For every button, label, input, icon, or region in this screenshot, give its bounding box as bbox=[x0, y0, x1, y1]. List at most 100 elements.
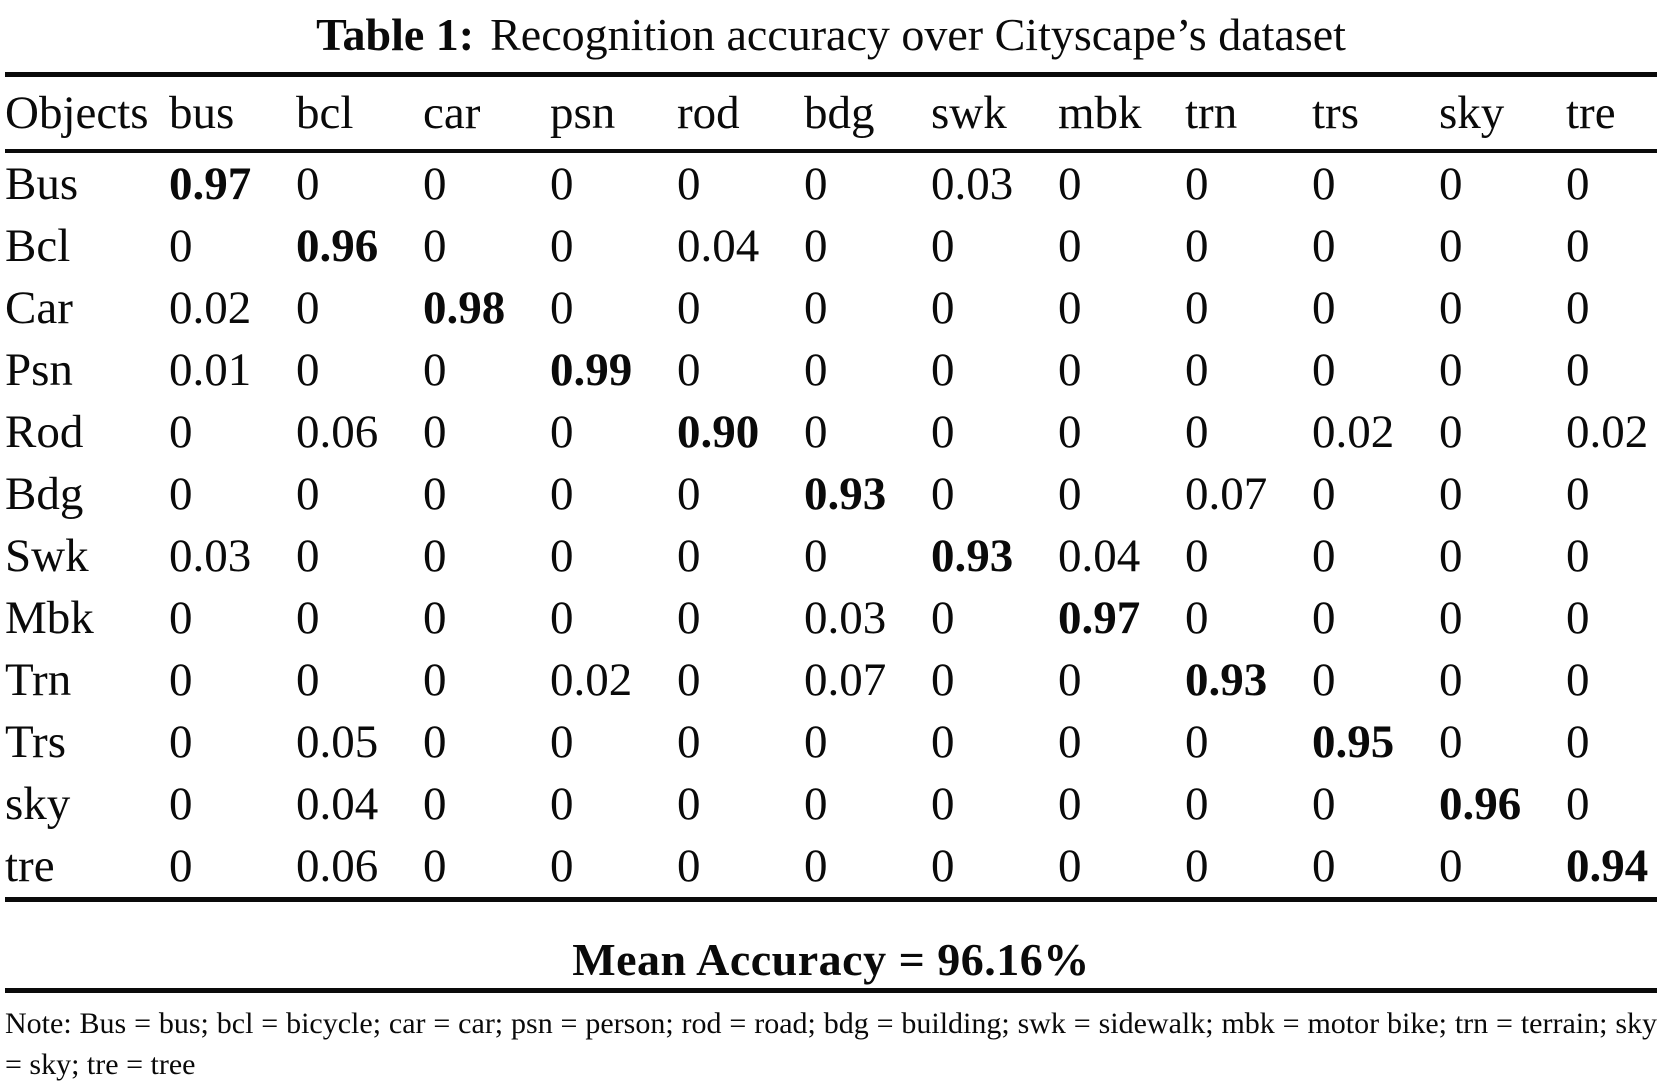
table-cell: 0 bbox=[550, 282, 574, 334]
mean-accuracy-text: Mean Accuracy = 96.16% bbox=[572, 934, 1090, 985]
table-cell: 0 bbox=[1058, 406, 1082, 458]
table-cell: 0.93 bbox=[1185, 654, 1268, 706]
table-cell: 0 bbox=[550, 406, 574, 458]
column-header-rod: rod bbox=[677, 72, 804, 153]
table-row: Trs 0 0.05 0 0 0 0 0 0 0 0.95 0 0 bbox=[5, 711, 1657, 773]
table-cell: 0 bbox=[1312, 282, 1336, 334]
column-header-car: car bbox=[423, 72, 550, 153]
table-cell: 0 bbox=[677, 840, 701, 892]
column-header-psn: psn bbox=[550, 72, 677, 153]
row-label: Psn bbox=[5, 344, 73, 396]
table-cell: 0.03 bbox=[169, 530, 252, 582]
table-caption-label: Table 1: bbox=[316, 9, 475, 60]
table-cell: 0.02 bbox=[550, 654, 633, 706]
table-cell: 0 bbox=[677, 716, 701, 768]
table-cell: 0 bbox=[1058, 282, 1082, 334]
table-cell: 0 bbox=[1312, 778, 1336, 830]
row-label: Rod bbox=[5, 406, 84, 458]
table-row: Car 0.02 0 0.98 0 0 0 0 0 0 0 0 0 bbox=[5, 277, 1657, 339]
row-label: Trn bbox=[5, 654, 72, 706]
table-cell: 0.06 bbox=[296, 406, 379, 458]
table-cell: 0 bbox=[677, 282, 701, 334]
row-label: Car bbox=[5, 282, 73, 334]
row-label: Bus bbox=[5, 158, 79, 210]
table-cell: 0 bbox=[931, 654, 955, 706]
row-label: Trs bbox=[5, 716, 66, 768]
table-cell: 0 bbox=[1439, 716, 1463, 768]
table-cell: 0 bbox=[1312, 220, 1336, 272]
footnote-text: Note: Bus = bus; bcl = bicycle; car = ca… bbox=[5, 1007, 1657, 1081]
table-body: Bus 0.97 0 0 0 0 0 0.03 0 0 0 0 0 Bcl 0 0.96 0 0 0.04 0 0 0 0 0… bbox=[5, 151, 1657, 900]
table-cell: 0 bbox=[1185, 344, 1209, 396]
table-cell: 0 bbox=[550, 468, 574, 520]
table-cell: 0 bbox=[550, 778, 574, 830]
table-cell: 0 bbox=[677, 530, 701, 582]
table-cell: 0 bbox=[1312, 468, 1336, 520]
table-cell: 0 bbox=[296, 592, 320, 644]
table-cell: 0.96 bbox=[1439, 778, 1522, 830]
table-cell: 0 bbox=[1185, 282, 1209, 334]
table-cell: 0 bbox=[550, 220, 574, 272]
table-cell: 0 bbox=[423, 592, 447, 644]
table-cell: 0 bbox=[423, 220, 447, 272]
table-cell: 0 bbox=[931, 220, 955, 272]
table-cell: 0 bbox=[1439, 158, 1463, 210]
table-cell: 0.03 bbox=[931, 158, 1014, 210]
bottom-rule bbox=[5, 988, 1657, 993]
table-cell: 0 bbox=[1185, 530, 1209, 582]
table-cell: 0 bbox=[931, 840, 955, 892]
table-cell: 0 bbox=[1058, 716, 1082, 768]
table-cell: 0 bbox=[1566, 592, 1590, 644]
table-cell: 0 bbox=[1185, 220, 1209, 272]
table-cell: 0.06 bbox=[296, 840, 379, 892]
row-label: Swk bbox=[5, 530, 89, 582]
table-cell: 0 bbox=[677, 468, 701, 520]
table-cell: 0 bbox=[296, 654, 320, 706]
column-header-bus: bus bbox=[169, 72, 296, 153]
table-cell: 0 bbox=[1185, 778, 1209, 830]
table-cell: 0 bbox=[1439, 406, 1463, 458]
table-cell: 0.01 bbox=[169, 344, 252, 396]
column-header-tre: tre bbox=[1566, 72, 1657, 153]
table-cell: 0 bbox=[804, 716, 828, 768]
table-cell: 0.04 bbox=[296, 778, 379, 830]
table-cell: 0 bbox=[1566, 220, 1590, 272]
table-cell: 0 bbox=[931, 468, 955, 520]
table-cell: 0 bbox=[296, 158, 320, 210]
table-cell: 0 bbox=[931, 406, 955, 458]
table-cell: 0 bbox=[550, 530, 574, 582]
table-cell: 0 bbox=[296, 468, 320, 520]
table-cell: 0.93 bbox=[931, 530, 1014, 582]
column-header-sky: sky bbox=[1439, 72, 1566, 153]
table-caption: Table 1: Recognition accuracy over Citysc… bbox=[0, 8, 1662, 62]
table-cell: 0.07 bbox=[1185, 468, 1268, 520]
table-cell: 0 bbox=[1439, 530, 1463, 582]
table-container: Objects bus bcl car psn rod bdg swk mbk … bbox=[5, 72, 1657, 902]
column-header-bcl: bcl bbox=[296, 72, 423, 153]
table-row: Psn 0.01 0 0 0.99 0 0 0 0 0 0 0 0 bbox=[5, 339, 1657, 401]
table-cell: 0.03 bbox=[804, 592, 887, 644]
table-cell: 0 bbox=[931, 716, 955, 768]
table-cell: 0 bbox=[296, 282, 320, 334]
table-row: Swk 0.03 0 0 0 0 0 0.93 0.04 0 0 0 0 bbox=[5, 525, 1657, 587]
table-cell: 0.96 bbox=[296, 220, 379, 272]
table-cell: 0 bbox=[1566, 654, 1590, 706]
table-cell: 0 bbox=[423, 468, 447, 520]
table-cell: 0 bbox=[677, 592, 701, 644]
table-cell: 0 bbox=[423, 840, 447, 892]
table-cell: 0.05 bbox=[296, 716, 379, 768]
table-cell: 0.97 bbox=[1058, 592, 1141, 644]
table-cell: 0.90 bbox=[677, 406, 760, 458]
table-cell: 0 bbox=[1058, 840, 1082, 892]
table-cell: 0 bbox=[1439, 468, 1463, 520]
table-cell: 0 bbox=[169, 468, 193, 520]
table-cell: 0 bbox=[1566, 468, 1590, 520]
table-cell: 0 bbox=[423, 158, 447, 210]
table-cell: 0 bbox=[550, 158, 574, 210]
table-row: Bdg 0 0 0 0 0 0.93 0 0 0.07 0 0 0 bbox=[5, 463, 1657, 525]
table-cell: 0.97 bbox=[169, 158, 252, 210]
table-cell: 0 bbox=[1185, 406, 1209, 458]
table-cell: 0 bbox=[169, 220, 193, 272]
table-cell: 0 bbox=[1058, 654, 1082, 706]
